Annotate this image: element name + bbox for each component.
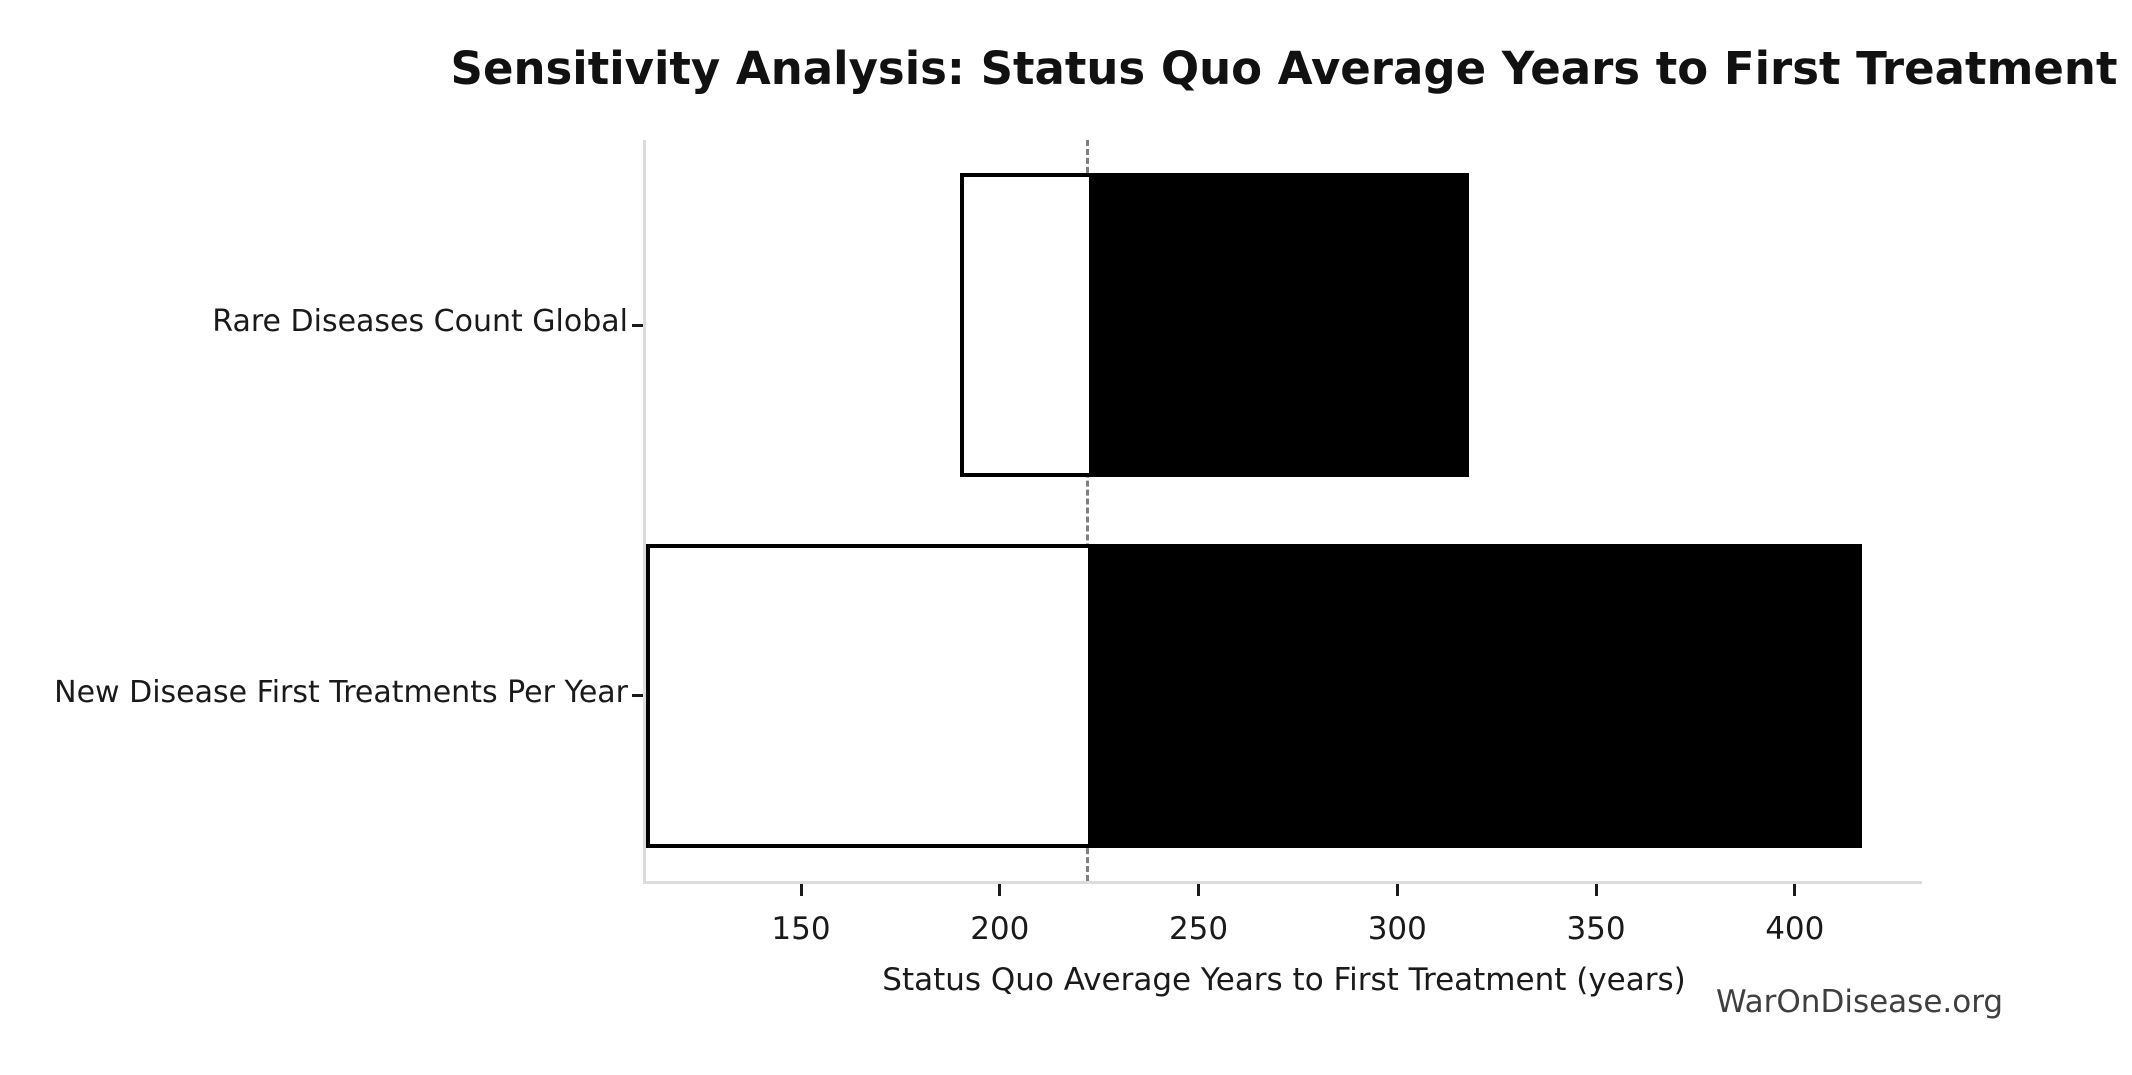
watermark-text: WarOnDisease.org xyxy=(1716,984,2004,1020)
y-tick xyxy=(632,324,643,327)
bar-high-segment xyxy=(1089,177,1465,473)
baseline-dashed-line xyxy=(1085,140,1089,881)
bar-high-segment xyxy=(1088,548,1859,844)
x-tick xyxy=(1197,884,1201,896)
x-tick-label: 250 xyxy=(1168,911,1229,947)
x-tick xyxy=(1594,884,1598,896)
x-tick-label: 150 xyxy=(771,911,831,947)
x-tick xyxy=(1395,884,1399,896)
x-tick-label: 200 xyxy=(970,911,1030,947)
y-axis-label: Rare Diseases Count Global xyxy=(212,304,628,339)
x-tick xyxy=(998,884,1002,896)
y-axis-label: New Disease First Treatments Per Year xyxy=(54,675,628,710)
bar-low-segment xyxy=(964,177,1090,473)
x-tick xyxy=(799,884,803,896)
plot-area: 150 200 250 300 350 400 xyxy=(643,140,1922,947)
tornado-bar xyxy=(960,173,1469,477)
y-tick xyxy=(632,694,643,697)
x-tick-label: 300 xyxy=(1367,911,1427,947)
x-tick-label: 400 xyxy=(1765,911,1825,947)
x-tick-label: 350 xyxy=(1566,911,1626,947)
chart-title: Sensitivity Analysis: Status Quo Average… xyxy=(450,42,2118,95)
x-tick xyxy=(1793,884,1797,896)
bar-low-segment xyxy=(650,548,1089,844)
x-axis-title: Status Quo Average Years to First Treatm… xyxy=(882,962,1686,998)
tornado-bar xyxy=(646,544,1863,848)
